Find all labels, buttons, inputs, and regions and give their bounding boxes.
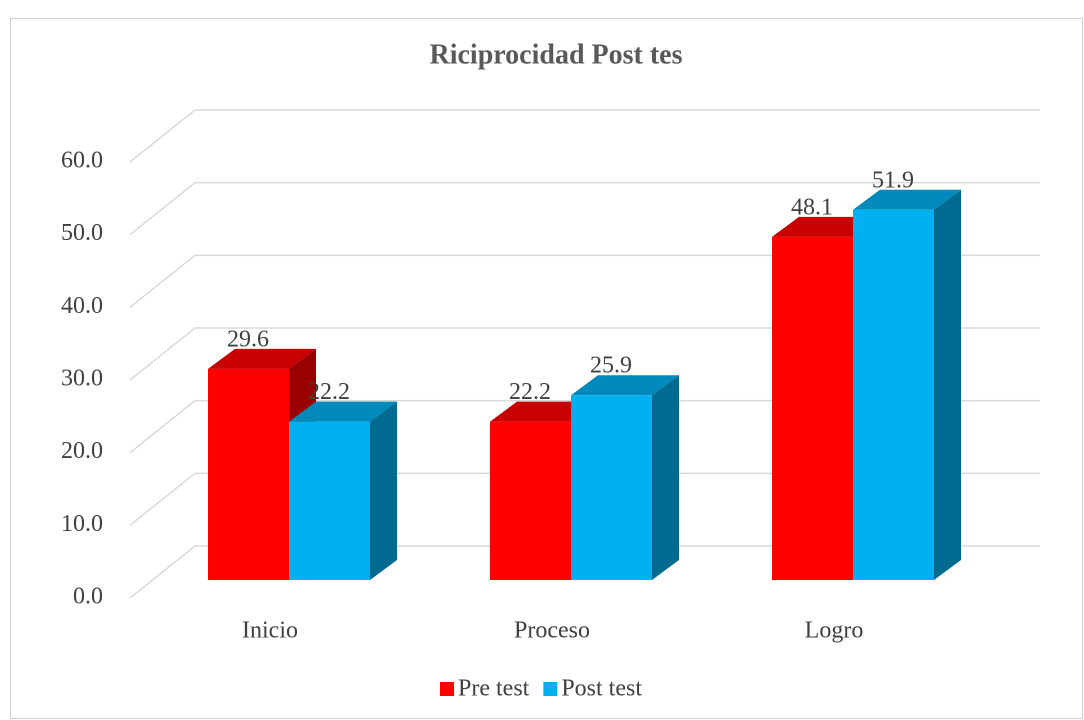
grid-line: [129, 545, 1040, 599]
data-label: 48.1: [791, 194, 833, 220]
x-tick-label: Inicio: [242, 618, 298, 644]
bar-face: [208, 368, 289, 580]
y-tick-label: 50.0: [61, 220, 103, 246]
bar: [853, 189, 961, 580]
bar-face: [652, 375, 679, 580]
y-tick-label: 30.0: [61, 366, 103, 392]
bar-face: [289, 421, 370, 580]
data-label: 22.2: [308, 379, 350, 405]
data-label: 29.6: [227, 326, 269, 352]
grid-line: [129, 254, 1040, 308]
legend-swatch: [543, 682, 558, 696]
chart-title: Riciprocidad Post tes: [429, 39, 682, 70]
data-label: 51.9: [872, 167, 914, 193]
bar-face: [490, 421, 571, 580]
x-tick-label: Logro: [805, 618, 864, 644]
y-tick-label: 60.0: [61, 148, 103, 174]
bar-face: [853, 189, 961, 210]
x-tick-label: Proceso: [514, 618, 590, 644]
bar-face: [370, 401, 397, 580]
bar: [571, 375, 679, 580]
grid-line: [129, 181, 1040, 236]
legend-swatch: [440, 682, 454, 696]
bar-face: [571, 375, 679, 396]
bar-face: [772, 236, 853, 581]
grid-line: [129, 109, 1040, 163]
y-tick-label: 20.0: [61, 438, 103, 464]
bar-face: [289, 401, 397, 422]
bar-face: [208, 348, 316, 369]
grid-line: [129, 472, 1040, 526]
bar-face: [571, 395, 652, 580]
legend-label: Pre test: [458, 676, 530, 702]
grid-line: [129, 327, 1040, 381]
y-tick-label: 10.0: [61, 511, 103, 537]
data-label: 25.9: [590, 353, 632, 379]
y-tick-label: 40.0: [61, 293, 103, 319]
bar: [289, 401, 397, 580]
bar-face: [934, 189, 961, 580]
data-label: 22.2: [509, 379, 551, 405]
grid-line: [129, 399, 1040, 454]
legend-label: Post test: [561, 676, 642, 702]
y-tick-label: 0.0: [73, 584, 103, 610]
bar-face: [853, 209, 934, 580]
